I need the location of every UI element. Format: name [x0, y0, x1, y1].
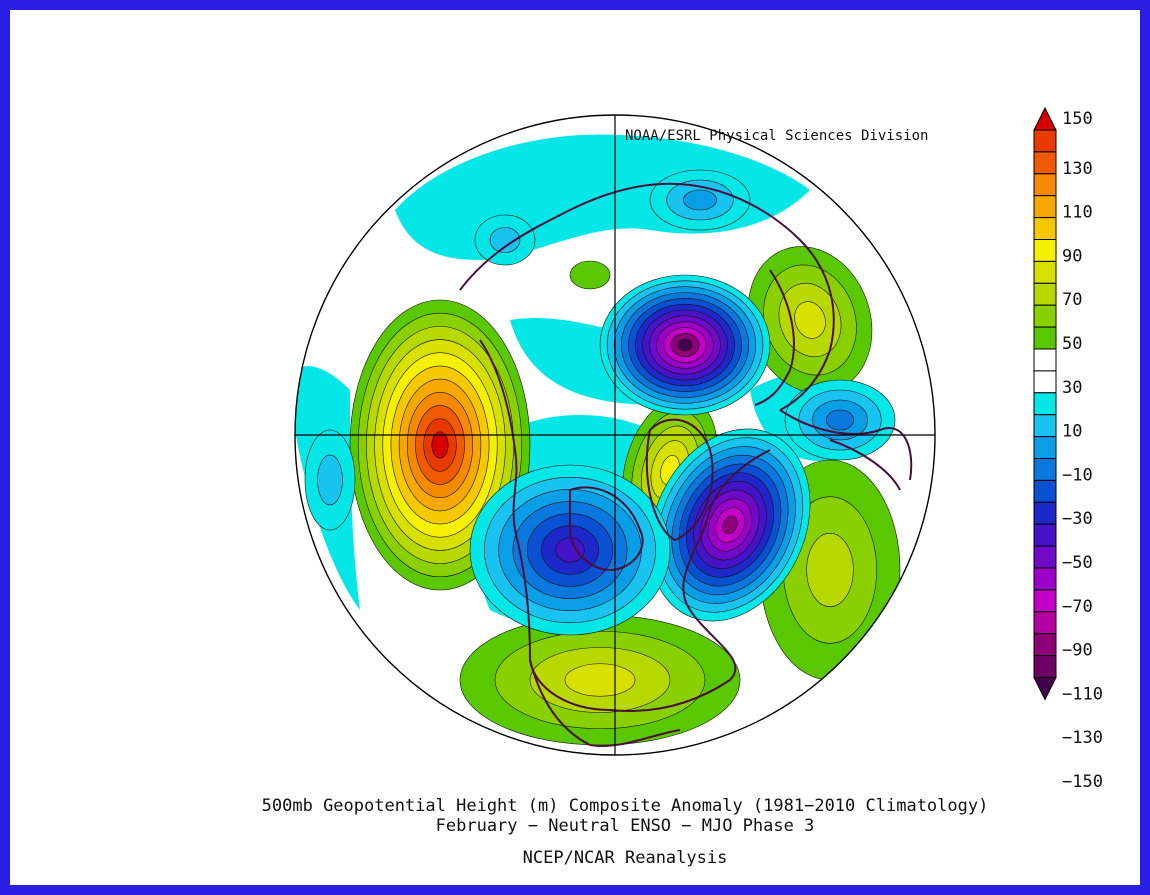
coastline — [829, 439, 901, 491]
coastline — [779, 409, 913, 481]
colorbar-tick-label: 90 — [1062, 246, 1082, 266]
colorbar-tick-label: 70 — [1062, 290, 1082, 310]
colorbar-cell — [1033, 195, 1057, 219]
colorbar-tick-label: 110 — [1062, 203, 1093, 223]
colorbar-tick-label: 130 — [1062, 159, 1093, 179]
colorbar-tick-label: 150 — [1062, 109, 1093, 129]
trough-arctic-ocean — [683, 189, 717, 211]
trough-europe — [825, 409, 855, 431]
colorbar-cell — [1033, 501, 1057, 525]
colorbar-cell — [1033, 655, 1057, 678]
coastlines — [459, 182, 913, 747]
colorbar-tick-label: −110 — [1062, 684, 1103, 704]
ridge-east-asia — [794, 301, 826, 339]
colorbar-cell — [1033, 392, 1057, 416]
colorbar-cell — [1033, 370, 1057, 394]
coastline — [754, 269, 795, 406]
colorbar-tick-label: −30 — [1062, 509, 1093, 529]
ridge-north-atlantic — [806, 533, 854, 607]
colorbar-cells — [1033, 106, 1057, 701]
colorbar-tick-label: −70 — [1062, 597, 1093, 617]
title-line-3: NCEP/NCAR Reanalysis — [522, 848, 728, 868]
colorbar-cell — [1033, 458, 1057, 481]
anomaly-field — [295, 134, 901, 746]
colorbar-legend: 150 130 110 90 70 50 30 10 −10 −30 −50 −70 −90 −110 −1… — [1033, 106, 1103, 792]
colorbar-cell — [1033, 436, 1057, 460]
colorbar-cell — [1033, 523, 1057, 547]
colorbar-cell — [1033, 414, 1057, 438]
colorbar-cell — [1033, 589, 1057, 613]
coastline — [569, 486, 644, 572]
colorbar-tick-label: 30 — [1062, 378, 1082, 398]
title-line-1: 500mb Geopotential Height (m) Composite … — [261, 796, 989, 816]
polar-map — [294, 114, 936, 756]
colorbar-cell — [1033, 348, 1057, 372]
ridge-north-pacific — [431, 431, 449, 459]
trough-arctic — [677, 338, 693, 352]
trough-west-pacific — [317, 454, 343, 506]
coastline — [529, 659, 681, 747]
colorbar-tick-label: −150 — [1062, 772, 1103, 792]
colorbar-cell — [1033, 260, 1057, 284]
colorbar-cell — [1033, 479, 1057, 503]
colorbar-tick-label: −50 — [1062, 553, 1093, 573]
colorbar-cell — [1033, 129, 1057, 153]
colorbar-cell — [1033, 151, 1057, 175]
colorbar-cell — [1033, 217, 1057, 240]
trough-labrador — [722, 515, 738, 535]
colorbar-tick-label: −90 — [1062, 641, 1093, 661]
trough-central-canada — [555, 537, 585, 563]
colorbar-tick-label: −10 — [1062, 465, 1093, 485]
colorbar-bottom-arrow — [1033, 677, 1057, 701]
colorbar-cell — [1033, 326, 1057, 350]
title-line-2: February − Neutral ENSO − MJO Phase 3 — [435, 816, 815, 836]
coastline — [645, 418, 714, 542]
colorbar-cell — [1033, 282, 1057, 306]
colorbar-cell — [1033, 304, 1057, 328]
colorbar-cell — [1033, 545, 1057, 569]
ridge-small-arctic — [569, 260, 611, 290]
colorbar-top-arrow — [1033, 106, 1057, 131]
colorbar-tick-label: 50 — [1062, 334, 1082, 354]
coastline — [479, 339, 771, 712]
plot-frame: NOAA/ESRL Physical Sciences Division 500… — [10, 10, 1140, 885]
colorbar-cell — [1033, 173, 1057, 197]
credit-label: NOAA/ESRL Physical Sciences Division — [625, 128, 929, 144]
colorbar-cell — [1033, 567, 1057, 591]
colorbar-labels: 150 130 110 90 70 50 30 10 −10 −30 −50 −70 −90 −110 −1… — [1062, 109, 1103, 792]
colorbar-cell — [1033, 611, 1057, 635]
colorbar-tick-label: 10 — [1062, 422, 1082, 442]
colorbar-cell — [1033, 633, 1057, 657]
colorbar-tick-label: −130 — [1062, 728, 1103, 748]
trough-north-asia — [489, 227, 521, 253]
coastline — [459, 182, 835, 411]
colorbar-cell — [1033, 239, 1057, 262]
map-disk-outline — [294, 114, 936, 756]
ridge-southern-us — [564, 663, 636, 697]
